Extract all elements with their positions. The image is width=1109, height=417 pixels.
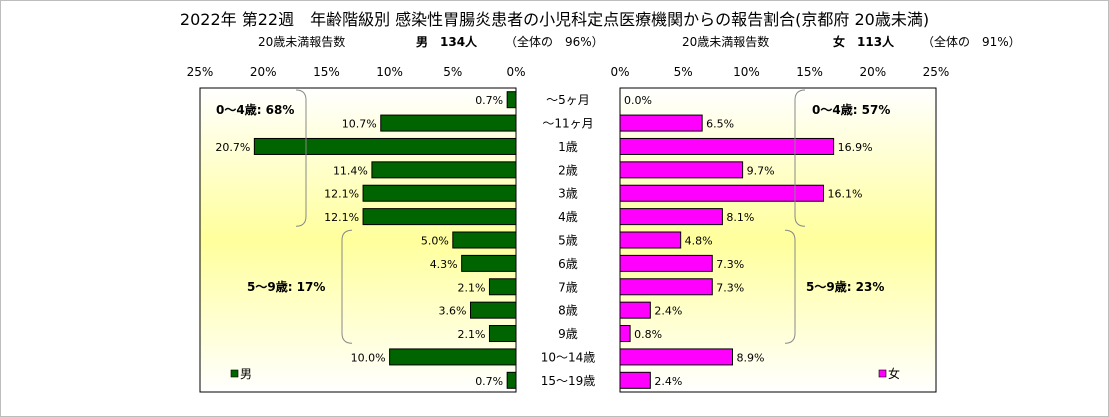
age-category-label: 1歳 [558,140,578,154]
female-bar [619,208,723,226]
female-bar [619,114,703,132]
male-bar-label: 11.4% [333,164,368,177]
age-category-label: 3歳 [558,187,578,201]
female-subtitle-label: 20歳未満報告数 [682,35,770,49]
female-bar [619,254,713,272]
male-bar [362,208,517,226]
male-bar [488,325,517,343]
male-bar [452,231,517,249]
male-x-tick-label: 25% [187,65,214,79]
male-bar-label: 3.6% [439,305,467,318]
group-brace [794,89,806,227]
male-group-label: 5～9歳: 17% [247,279,325,294]
female-bar-label: 9.7% [747,164,775,177]
male-bar [380,114,517,132]
male-legend-swatch [230,369,239,378]
female-legend-swatch [878,369,887,378]
male-bar-label: 0.7% [475,94,503,107]
male-bar-label: 2.1% [458,328,486,341]
male-bar-label: 5.0% [421,235,449,248]
group-brace [341,229,353,344]
female-bar-label: 7.3% [716,281,744,294]
age-category-label: 15～19歳 [541,374,596,388]
male-bar-label: 12.1% [324,211,359,224]
female-x-tick-label: 25% [923,65,950,79]
age-category-label: 2歳 [558,163,578,177]
female-group-label: 0～4歳: 57% [812,102,890,117]
male-bar-label: 0.7% [475,375,503,388]
male-bar [506,371,517,389]
male-bar-label: 4.3% [430,258,458,271]
male-x-tick-label: 0% [506,65,525,79]
female-bar-label: 6.5% [706,118,734,131]
female-bar [619,231,682,249]
male-bar-label: 12.1% [324,188,359,201]
male-bar-label: 10.0% [351,351,386,364]
male-bar [253,137,517,155]
female-bar [619,278,713,296]
female-x-tick-label: 15% [796,65,823,79]
male-bar [461,254,517,272]
group-brace [295,89,307,227]
female-bar [619,301,651,319]
female-x-tick-label: 5% [674,65,693,79]
female-bar-label: 8.1% [726,211,754,224]
male-x-tick-label: 15% [313,65,340,79]
male-bar [371,161,517,179]
female-subtitle-share: （全体の 91%） [922,35,1021,49]
female-bar-label: 16.1% [828,188,863,201]
female-bar-label: 0.8% [634,328,662,341]
age-category-label: 5歳 [558,234,578,248]
male-bar-label: 20.7% [215,141,250,154]
male-bar-label: 10.7% [342,118,377,131]
female-bar-label: 2.4% [654,375,682,388]
age-category-label: 8歳 [558,304,578,318]
female-bar-label: 4.8% [685,235,713,248]
male-subtitle-label: 20歳未満報告数 [258,35,346,49]
male-bar [469,301,517,319]
age-category-label: 6歳 [558,257,578,271]
age-category-label: 4歳 [558,210,578,224]
female-legend-label: 女 [888,366,900,381]
male-bar [488,278,517,296]
male-group-label: 0～4歳: 68% [216,102,294,117]
chart-title: 2022年 第22週 年齢階級別 感染性胃腸炎患者の小児科定点医療機関からの報告… [179,10,930,29]
group-brace [784,229,796,344]
female-bar-label: 8.9% [736,351,764,364]
female-bar-label: 2.4% [654,305,682,318]
male-x-tick-label: 10% [376,65,403,79]
male-legend-label: 男 [240,367,252,381]
age-category-label: ～5ヶ月 [546,93,590,107]
female-bar-label: 7.3% [716,258,744,271]
male-x-tick-label: 20% [250,65,277,79]
age-category-label: ～11ヶ月 [542,117,593,131]
female-x-tick-label: 10% [733,65,760,79]
male-bar [389,348,517,366]
male-subtitle-share: （全体の 96%） [505,35,604,49]
male-subtitle-count: 男 134人 [416,35,478,49]
female-bar [619,348,733,366]
female-bar [619,137,835,155]
female-bar-label: 0.0% [624,94,652,107]
age-category-label: 9歳 [558,327,578,341]
age-category-label: 10～14歳 [541,350,596,364]
female-subtitle-count: 女 113人 [833,35,895,49]
female-x-tick-label: 0% [610,65,629,79]
age-category-label: 7歳 [558,280,578,294]
male-bar [362,184,517,202]
female-bar [619,371,651,389]
female-bar [619,325,631,343]
female-bar-label: 16.9% [838,141,873,154]
male-bar-label: 2.1% [458,281,486,294]
female-bar [619,184,825,202]
male-bar [506,91,517,109]
female-bar [619,161,744,179]
female-x-tick-label: 20% [859,65,886,79]
male-x-tick-label: 5% [443,65,462,79]
female-group-label: 5～9歳: 23% [806,279,884,294]
